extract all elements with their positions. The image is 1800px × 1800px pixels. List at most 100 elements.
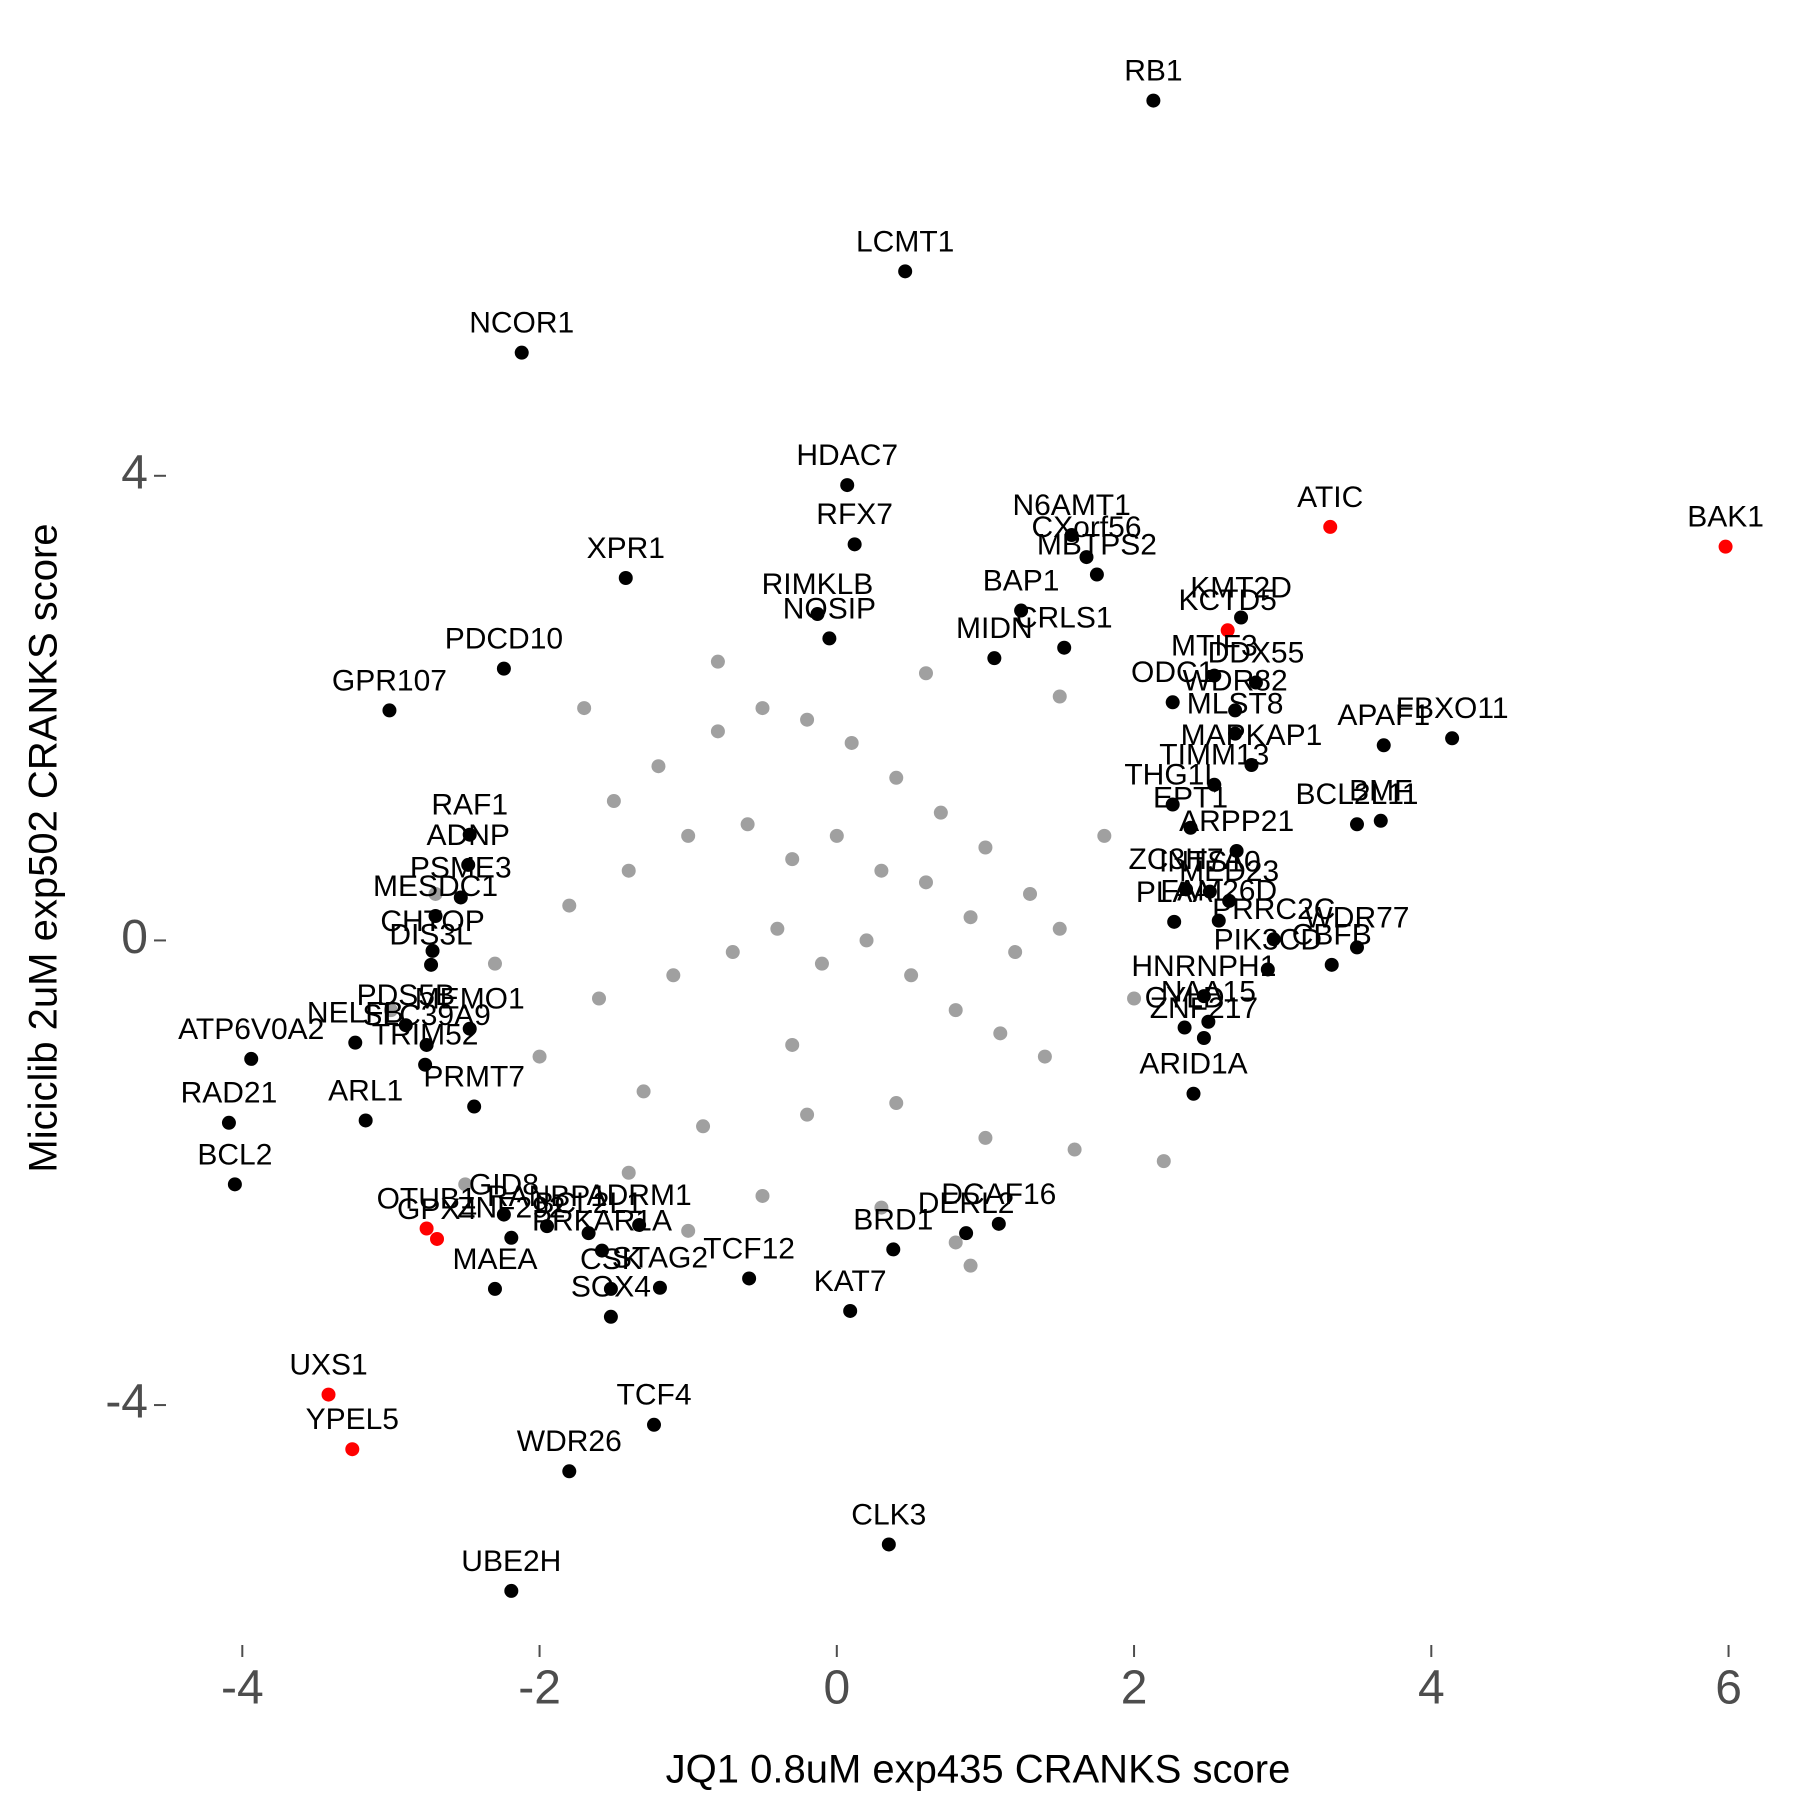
gene-point: [1201, 1014, 1216, 1029]
gene-point: [603, 1281, 618, 1296]
x-tick-label: -4: [221, 1662, 264, 1715]
gene-point: [581, 1226, 596, 1241]
background-point: [458, 1177, 473, 1192]
gene-label: RIMKLB: [762, 568, 874, 601]
background-point: [383, 1003, 398, 1018]
gene-point: [1229, 843, 1244, 858]
gene-label: LCMT1: [856, 225, 954, 258]
gene-point: [467, 1099, 482, 1114]
gene-point: [1376, 738, 1391, 753]
background-point: [681, 1223, 696, 1238]
gene-label: ADRM1: [587, 1179, 692, 1212]
gene-point: [1324, 957, 1339, 972]
gene-label: SOX4: [571, 1271, 651, 1304]
gene-point: [425, 943, 440, 958]
gene-label: PIK3CD: [1214, 923, 1322, 956]
gene-label: WDR82: [1183, 664, 1288, 697]
gene-point: [959, 1226, 974, 1241]
gene-label: EPT1: [1153, 782, 1228, 815]
gene-point: [496, 1207, 511, 1222]
background-point: [785, 852, 800, 867]
gene-point: [462, 827, 477, 842]
gene-point: [358, 1113, 373, 1128]
gene-point: [881, 1537, 896, 1552]
gene-point: [1089, 567, 1104, 582]
background-point: [710, 724, 725, 739]
gene-point: [1718, 539, 1733, 554]
x-tick-label: 4: [1418, 1662, 1445, 1715]
gene-label: RB1: [1124, 55, 1182, 88]
gene-point: [345, 1442, 360, 1457]
gene-point: [1248, 675, 1263, 690]
background-point: [651, 759, 666, 774]
background-point: [978, 840, 993, 855]
gene-point: [227, 1177, 242, 1192]
gene-label: TCF4: [617, 1379, 692, 1412]
gene-point: [244, 1051, 259, 1066]
gene-label: KMT2D: [1190, 571, 1292, 604]
gene-label: BRD1: [853, 1203, 933, 1236]
gene-point: [453, 890, 468, 905]
gene-label: BMF: [1349, 775, 1412, 808]
y-axis-title: Miciclib 2uM exp502 CRANKS score: [22, 523, 66, 1172]
gene-label: RFX7: [816, 498, 893, 531]
gene-label: KCTD5: [1179, 584, 1277, 617]
gene-point: [1057, 640, 1072, 655]
gene-label: HNRNPH1: [1131, 950, 1276, 983]
gene-point: [1228, 703, 1243, 718]
gene-label: UXS1: [289, 1349, 367, 1382]
gene-label: PDCD10: [445, 623, 563, 656]
background-point: [800, 712, 815, 727]
x-tick-label: 0: [823, 1662, 850, 1715]
background-point: [770, 921, 785, 936]
background-point: [1008, 945, 1023, 960]
background-point: [844, 735, 859, 750]
gene-point: [822, 631, 837, 646]
background-point: [621, 1165, 636, 1180]
background-point: [814, 956, 829, 971]
background-point: [725, 945, 740, 960]
y-tick-label: 4: [121, 446, 148, 499]
background-point: [874, 1200, 889, 1215]
gene-label: FAM26D: [1160, 875, 1277, 908]
gene-label: NELFB: [307, 997, 404, 1030]
gene-label: MAEA: [452, 1243, 537, 1276]
background-point: [592, 991, 607, 1006]
background-point: [1037, 1049, 1052, 1064]
gene-label: ARPP21: [1179, 805, 1294, 838]
gene-point: [1349, 817, 1364, 832]
gene-point: [1079, 550, 1094, 565]
gene-point: [418, 1057, 433, 1072]
gene-point: [1207, 668, 1222, 683]
gene-point: [419, 1037, 434, 1052]
gene-point: [1186, 1086, 1201, 1101]
background-point: [696, 1119, 711, 1134]
background-point: [681, 828, 696, 843]
gene-label: BCL2L11: [1296, 778, 1419, 811]
gene-point: [504, 1230, 519, 1245]
gene-label: CXorf56: [1031, 511, 1141, 544]
gene-point: [221, 1115, 236, 1130]
gene-point: [652, 1280, 667, 1295]
gene-point: [618, 571, 633, 586]
gene-point: [461, 857, 476, 872]
gene-point: [987, 651, 1002, 666]
gene-point: [1211, 913, 1226, 928]
gene-label: BCL2L1: [534, 1187, 642, 1220]
gene-point: [1260, 962, 1275, 977]
gene-label: NCOR1: [469, 307, 574, 340]
gene-point: [898, 264, 913, 279]
gene-label: ATP6V0A2: [178, 1013, 324, 1046]
gene-point: [1179, 882, 1194, 897]
gene-point: [1146, 93, 1161, 108]
gene-point: [847, 537, 862, 552]
background-point: [1067, 1142, 1082, 1157]
background-point: [755, 1188, 770, 1203]
gene-point: [886, 1242, 901, 1257]
gene-label: STAG2: [612, 1242, 708, 1275]
background-point: [829, 828, 844, 843]
background-point: [621, 863, 636, 878]
gene-label: MTIF3: [1171, 630, 1258, 663]
gene-label: CLK3: [851, 1498, 926, 1531]
